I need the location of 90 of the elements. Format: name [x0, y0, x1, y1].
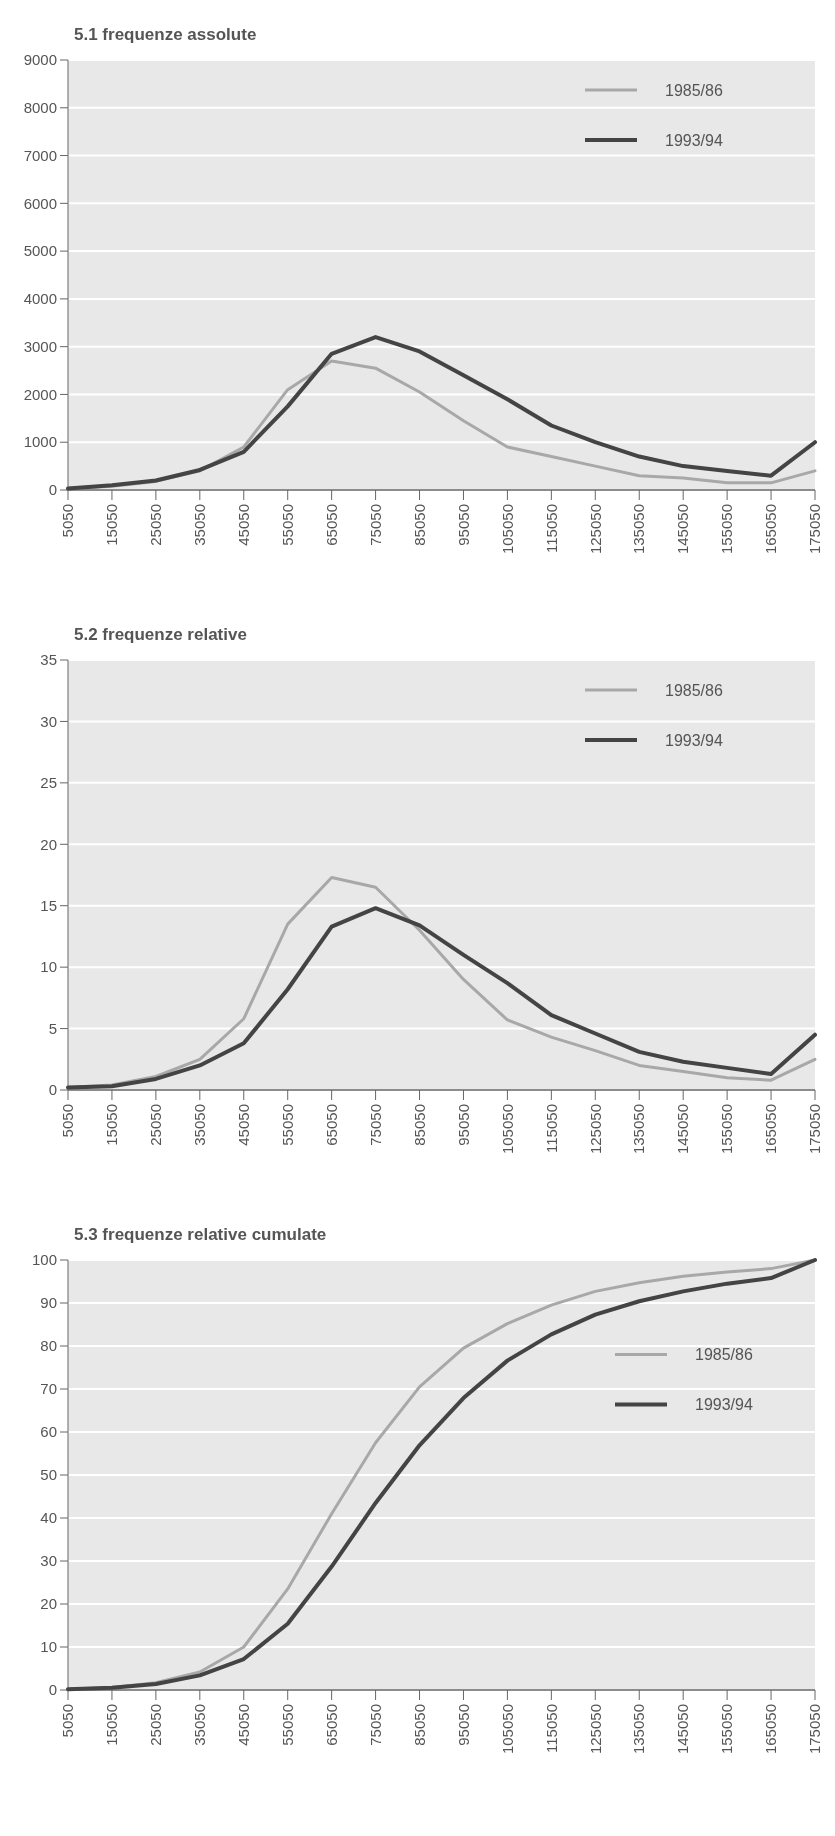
- x-tick-label: 55050: [278, 1704, 296, 1746]
- x-tick-label: 25050: [147, 1704, 165, 1746]
- x-tick-label: 35050: [191, 1104, 209, 1146]
- y-tick-label: 5: [48, 1019, 57, 1037]
- x-tick-label: 5050: [59, 504, 77, 538]
- y-tick-label: 0: [48, 1081, 57, 1099]
- x-tick-label: 35050: [191, 504, 209, 546]
- y-tick-label: 10: [40, 958, 57, 976]
- x-tick-label: 25050: [147, 1104, 165, 1146]
- y-tick-label: 40: [40, 1509, 57, 1527]
- x-tick-label: 105050: [498, 1104, 516, 1155]
- chart-title: 5.1 frequenze assolute: [74, 25, 257, 44]
- x-tick-label: 55050: [278, 504, 296, 546]
- x-tick-label: 65050: [322, 504, 340, 546]
- y-tick-label: 15: [40, 896, 57, 914]
- y-tick-label: 9000: [23, 51, 57, 69]
- x-tick-label: 125050: [586, 1704, 604, 1755]
- y-tick-label: 20: [40, 835, 57, 853]
- x-tick-label: 75050: [366, 1104, 384, 1146]
- x-tick-label: 155050: [718, 1704, 736, 1755]
- x-tick-label: 45050: [235, 504, 253, 546]
- x-tick-label: 65050: [322, 1704, 340, 1746]
- x-tick-label: 105050: [498, 1704, 516, 1755]
- x-tick-label: 85050: [410, 1704, 428, 1746]
- x-tick-label: 25050: [147, 504, 165, 546]
- legend-label: 1985/86: [665, 681, 723, 699]
- x-tick-label: 175050: [806, 1704, 824, 1755]
- y-tick-label: 4000: [23, 290, 57, 308]
- x-tick-label: 95050: [454, 1104, 472, 1146]
- x-tick-label: 75050: [366, 1704, 384, 1746]
- x-tick-label: 95050: [454, 504, 472, 546]
- y-tick-label: 5000: [23, 242, 57, 260]
- y-tick-label: 60: [40, 1423, 57, 1441]
- legend-label: 1985/86: [665, 81, 723, 99]
- x-tick-label: 5050: [59, 1104, 77, 1138]
- y-tick-label: 20: [40, 1595, 57, 1613]
- x-tick-label: 155050: [718, 504, 736, 555]
- x-tick-label: 175050: [806, 504, 824, 555]
- chart-title: 5.2 frequenze relative: [74, 625, 247, 644]
- y-tick-label: 80: [40, 1337, 57, 1355]
- y-tick-label: 100: [31, 1251, 57, 1269]
- y-tick-label: 35: [40, 651, 57, 669]
- y-tick-label: 8000: [23, 99, 57, 117]
- x-tick-label: 85050: [410, 504, 428, 546]
- y-tick-label: 1000: [23, 433, 57, 451]
- y-tick-label: 25: [40, 774, 57, 792]
- y-tick-label: 6000: [23, 194, 57, 212]
- x-tick-label: 135050: [630, 504, 648, 555]
- x-tick-label: 145050: [674, 504, 692, 555]
- x-tick-label: 65050: [322, 1104, 340, 1146]
- y-tick-label: 30: [40, 712, 57, 730]
- y-tick-label: 2000: [23, 385, 57, 403]
- x-tick-label: 55050: [278, 1104, 296, 1146]
- x-tick-label: 125050: [586, 1104, 604, 1155]
- x-tick-label: 145050: [674, 1104, 692, 1155]
- y-tick-label: 50: [40, 1466, 57, 1484]
- x-tick-label: 145050: [674, 1704, 692, 1755]
- x-tick-label: 45050: [235, 1104, 253, 1146]
- y-tick-label: 90: [40, 1294, 57, 1312]
- y-tick-label: 10: [40, 1638, 57, 1656]
- x-tick-label: 165050: [762, 1104, 780, 1155]
- x-tick-label: 15050: [103, 1104, 121, 1146]
- y-tick-label: 30: [40, 1552, 57, 1570]
- y-tick-label: 0: [48, 481, 57, 499]
- y-tick-label: 7000: [23, 146, 57, 164]
- x-tick-label: 35050: [191, 1704, 209, 1746]
- x-tick-label: 45050: [235, 1704, 253, 1746]
- x-tick-label: 135050: [630, 1704, 648, 1755]
- legend-label: 1993/94: [665, 731, 723, 749]
- x-tick-label: 95050: [454, 1704, 472, 1746]
- x-tick-label: 125050: [586, 504, 604, 555]
- x-tick-label: 165050: [762, 504, 780, 555]
- x-tick-label: 105050: [498, 504, 516, 555]
- x-tick-label: 15050: [103, 1704, 121, 1746]
- x-tick-label: 15050: [103, 504, 121, 546]
- x-tick-label: 155050: [718, 1104, 736, 1155]
- legend-label: 1993/94: [665, 131, 723, 149]
- x-tick-label: 165050: [762, 1704, 780, 1755]
- x-tick-label: 115050: [542, 1104, 560, 1153]
- x-tick-label: 85050: [410, 1104, 428, 1146]
- x-tick-label: 75050: [366, 504, 384, 546]
- x-tick-label: 175050: [806, 1104, 824, 1155]
- x-tick-label: 5050: [59, 1704, 77, 1738]
- x-tick-label: 115050: [542, 504, 560, 553]
- chart-title: 5.3 frequenze relative cumulate: [74, 1225, 327, 1244]
- x-tick-label: 135050: [630, 1104, 648, 1155]
- y-tick-label: 70: [40, 1380, 57, 1398]
- y-tick-label: 3000: [23, 337, 57, 355]
- y-tick-label: 0: [48, 1681, 57, 1699]
- x-tick-label: 115050: [542, 1704, 560, 1753]
